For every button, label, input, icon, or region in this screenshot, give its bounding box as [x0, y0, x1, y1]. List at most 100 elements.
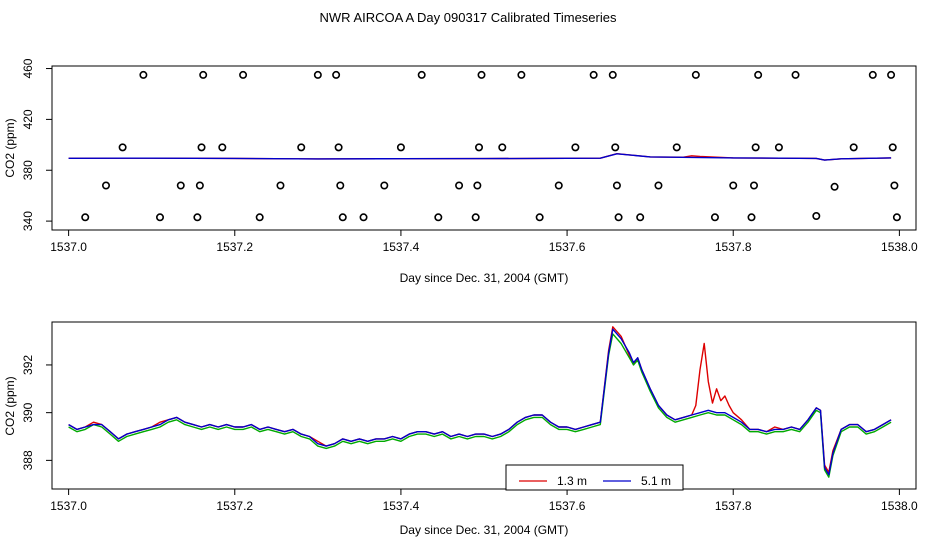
bottom-plot-frame: [51, 321, 917, 490]
bottom-chart: 1537.0 1537.2 1537.4 1537.6 1537.8 1538.0 388…: [3, 321, 918, 537]
calibration-point: [434, 213, 443, 222]
top-plot-frame: [51, 65, 917, 231]
calibration-point: [888, 143, 897, 152]
calibration-point: [197, 143, 206, 152]
calibration-point: [336, 181, 345, 190]
top-chart: 1537.0 1537.2 1537.4 1537.6 1537.8 1538.0 340…: [3, 58, 918, 285]
top-series-lines: [68, 152, 892, 161]
top-y-axis-label: CO2 (ppm): [3, 118, 17, 177]
calibration-point: [747, 213, 756, 222]
top-x-tick-label: 1538.0: [881, 240, 918, 254]
top-y-tick-label: 380: [21, 160, 35, 180]
calibration-point: [477, 70, 486, 79]
calibration-point: [473, 181, 482, 190]
calibration-point: [754, 70, 763, 79]
top-x-tick-label: 1537.6: [549, 240, 586, 254]
calibration-point: [589, 70, 598, 79]
top-x-tick-label: 1537.0: [50, 240, 87, 254]
calibration-point: [791, 70, 800, 79]
calibration-point: [118, 143, 127, 152]
calibration-point: [535, 213, 544, 222]
calibration-point: [892, 213, 901, 222]
calibration-point: [471, 213, 480, 222]
calibration-point: [156, 213, 165, 222]
bottom-x-tick-label: 1537.4: [383, 499, 420, 513]
calibration-point: [380, 181, 389, 190]
bottom-x-tick-label: 1537.0: [50, 499, 87, 513]
top-y-tick-label: 460: [21, 58, 35, 78]
bottom-y-tick-label: 392: [21, 355, 35, 375]
calibration-point: [751, 143, 760, 152]
top-series-line-5-1-m: [68, 153, 892, 161]
calibration-point: [417, 70, 426, 79]
top-y-tick-label: 340: [21, 211, 35, 231]
legend: 1.3 m 5.1 m: [505, 464, 684, 491]
top-x-tick-label: 1537.8: [715, 240, 752, 254]
calibration-point: [749, 181, 758, 190]
top-calibration-points: [81, 70, 901, 222]
bottom-x-tick-label: 1537.2: [216, 499, 253, 513]
top-y-tick-label: 420: [21, 109, 35, 129]
calibration-point: [691, 70, 700, 79]
calibration-point: [193, 213, 202, 222]
bottom-series-line-green: [68, 333, 892, 478]
calibration-point: [614, 213, 623, 222]
calibration-point: [313, 70, 322, 79]
calibration-point: [338, 213, 347, 222]
calibration-point: [554, 181, 563, 190]
figure-title: NWR AIRCOA A Day 090317 Calibrated Times…: [320, 10, 617, 25]
calibration-point: [729, 181, 738, 190]
top-x-tick-label: 1537.2: [216, 240, 253, 254]
calibration-point: [239, 70, 248, 79]
bottom-x-axis: 1537.0 1537.2 1537.4 1537.6 1537.8 1538.0: [50, 489, 918, 513]
calibration-point: [611, 143, 620, 152]
bottom-x-tick-label: 1538.0: [881, 499, 918, 513]
calibration-point: [710, 213, 719, 222]
bottom-y-tick-label: 388: [21, 450, 35, 470]
calibration-point: [812, 212, 821, 221]
top-y-axis: 340 380 420 460: [21, 58, 52, 231]
calibration-point: [517, 70, 526, 79]
calibration-point: [81, 213, 90, 222]
calibration-point: [608, 70, 617, 79]
calibration-point: [636, 213, 645, 222]
calibration-point: [396, 143, 405, 152]
calibration-point: [139, 70, 148, 79]
legend-label-1-3m: 1.3 m: [557, 474, 587, 488]
bottom-y-axis: 388 390 392: [21, 355, 52, 470]
calibration-point: [195, 181, 204, 190]
calibration-point: [199, 70, 208, 79]
calibration-point: [176, 181, 185, 190]
bottom-x-tick-label: 1537.6: [549, 499, 586, 513]
bottom-series-lines: [68, 326, 892, 478]
legend-box: [505, 464, 684, 491]
calibration-point: [359, 213, 368, 222]
calibration-point: [102, 181, 111, 190]
calibration-point: [276, 181, 285, 190]
calibration-point: [830, 182, 839, 191]
bottom-y-tick-label: 390: [21, 402, 35, 422]
calibration-point: [890, 181, 899, 190]
calibration-point: [218, 143, 227, 152]
calibration-point: [887, 70, 896, 79]
top-x-tick-label: 1537.4: [383, 240, 420, 254]
calibration-point: [455, 181, 464, 190]
bottom-x-axis-label: Day since Dec. 31, 2004 (GMT): [400, 523, 569, 537]
calibration-point: [255, 213, 264, 222]
calibration-point: [849, 143, 858, 152]
calibration-point: [475, 143, 484, 152]
bottom-series-line-5-1-m: [68, 328, 892, 476]
bottom-series-line-1-3-m: [68, 326, 892, 473]
calibration-point: [612, 181, 621, 190]
calibration-point: [654, 181, 663, 190]
bottom-x-tick-label: 1537.8: [715, 499, 752, 513]
calibration-point: [334, 143, 343, 152]
calibration-point: [332, 70, 341, 79]
legend-label-5-1m: 5.1 m: [641, 474, 671, 488]
top-x-axis-label: Day since Dec. 31, 2004 (GMT): [400, 271, 569, 285]
bottom-y-axis-label: CO2 (ppm): [3, 376, 17, 435]
calibration-point: [498, 143, 507, 152]
calibration-point: [571, 143, 580, 152]
calibration-point: [868, 70, 877, 79]
